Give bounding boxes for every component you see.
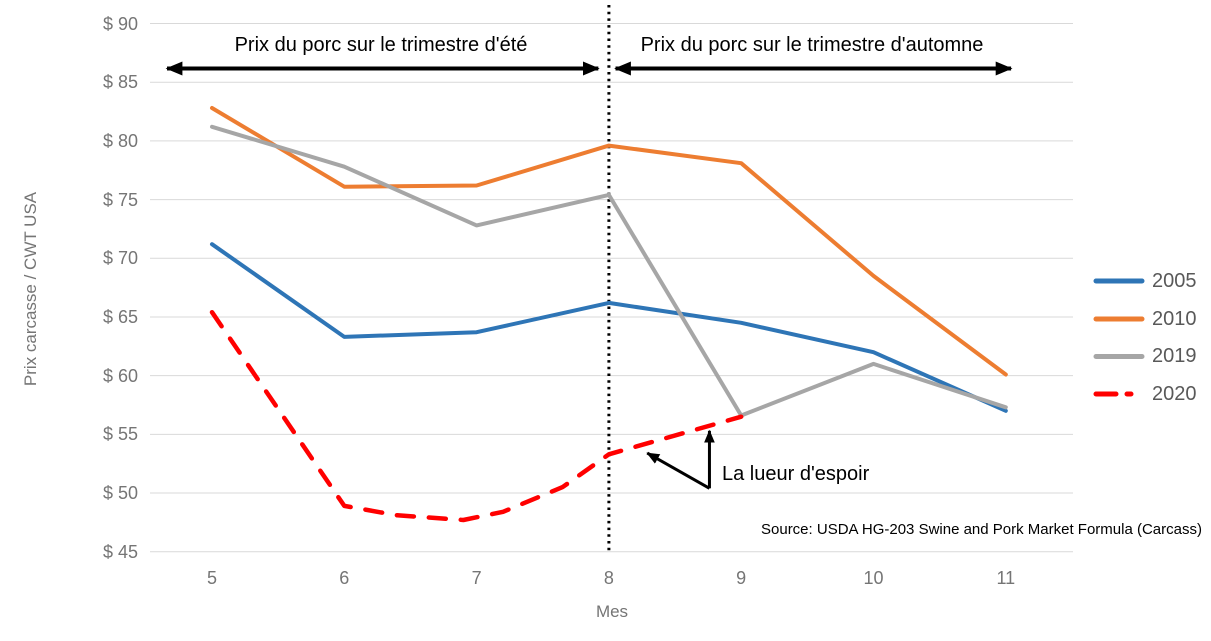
y-tick-label: $ 50 (102, 483, 138, 503)
x-tick-label: 7 (471, 568, 482, 588)
x-tick-label: 5 (206, 568, 217, 588)
series-line-2005 (210, 242, 1008, 413)
y-tick-label: $ 60 (102, 365, 138, 386)
legend-label-2010: 2010 (1152, 308, 1197, 330)
autumn-annotation-label: Prix du porc sur le trimestre d'automne (640, 34, 984, 56)
legend-label-2020: 2020 (1152, 383, 1197, 405)
y-tick-label: $ 45 (102, 541, 138, 562)
y-tick-label: $ 70 (102, 248, 138, 269)
series-line-2010 (210, 106, 1008, 377)
series-line-2020 (209, 309, 744, 523)
x-tick-label: 9 (736, 568, 747, 588)
hope-arrow (646, 451, 711, 490)
y-tick-label: $ 55 (102, 424, 138, 445)
y-tick-label: $ 90 (102, 13, 138, 34)
legend-label-2005: 2005 (1152, 270, 1197, 292)
hope-annotation-label: La lueur d'espoir (722, 463, 870, 485)
x-tick-label: 10 (863, 568, 884, 588)
legend-label-2019: 2019 (1152, 345, 1197, 367)
x-tick-label: 6 (339, 568, 350, 588)
series-line-2019 (210, 124, 1008, 418)
y-axis-title: Prix carcasse / CWT USA (21, 191, 40, 387)
gridlines (150, 23, 1073, 553)
x-tick-label: 11 (996, 568, 1016, 588)
summer-annotation-label: Prix du porc sur le trimestre d'été (234, 34, 528, 56)
y-tick-label: $ 65 (102, 306, 138, 327)
y-tick-label: $ 85 (102, 72, 138, 93)
y-tick-label: $ 75 (102, 189, 138, 210)
y-tick-label: $ 80 (102, 130, 138, 151)
x-axis-title: Mes (595, 602, 629, 621)
x-tick-label: 8 (603, 568, 614, 588)
source-caption: Source: USDA HG-203 Swine and Pork Marke… (761, 521, 1202, 538)
